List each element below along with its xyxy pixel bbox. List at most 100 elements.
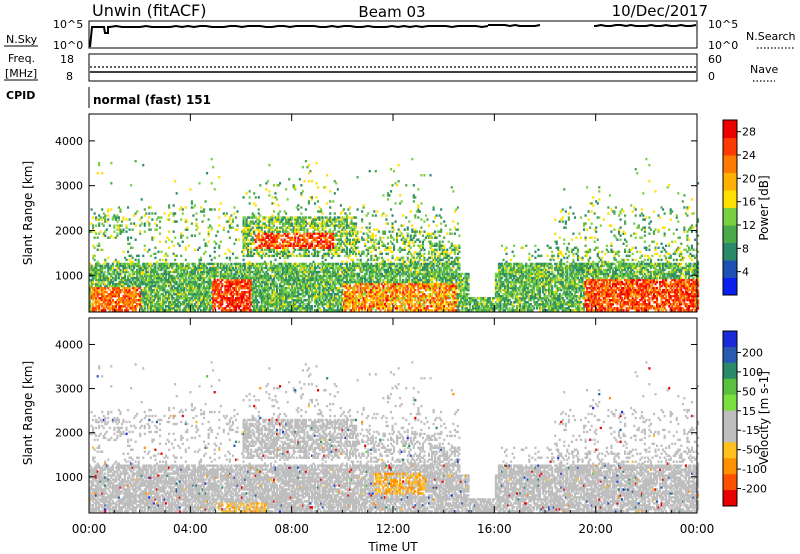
power-cell	[92, 216, 95, 219]
power-cell	[233, 206, 236, 209]
power-cell	[145, 296, 148, 300]
power-cell	[158, 216, 162, 219]
power-cell	[116, 220, 119, 223]
power-cell	[89, 272, 92, 276]
power-cell	[137, 260, 140, 264]
power-cell	[236, 305, 239, 308]
power-cell	[175, 220, 178, 223]
power-cell	[123, 262, 127, 266]
power-cell	[137, 284, 140, 288]
power-cell	[227, 268, 230, 272]
power-cell	[215, 262, 218, 266]
power-cell	[96, 260, 99, 264]
power-cell	[104, 296, 107, 300]
power-cell	[120, 262, 124, 266]
power-cell	[248, 196, 251, 199]
power-cell	[247, 282, 250, 286]
power-cell	[257, 268, 260, 272]
power-cell	[110, 284, 113, 288]
power-cell	[256, 307, 259, 310]
power-cell	[206, 299, 209, 302]
power-cell	[247, 242, 250, 245]
power-cell	[256, 284, 259, 288]
power-cell	[174, 303, 177, 306]
power-cell	[136, 288, 139, 292]
power-cell	[174, 180, 177, 183]
power-cell	[247, 264, 250, 268]
power-cell	[201, 296, 204, 300]
power-cell	[165, 301, 168, 304]
power-cell	[228, 280, 231, 284]
power-cell	[105, 305, 108, 308]
power-cell	[119, 305, 122, 308]
power-cell	[225, 294, 228, 298]
power-cell	[157, 250, 160, 254]
power-cell	[123, 301, 127, 304]
power-cell	[128, 284, 131, 288]
power-cell	[201, 301, 204, 304]
power-cell	[123, 270, 127, 274]
power-cell	[236, 282, 239, 286]
power-cell	[113, 224, 116, 227]
power-cell	[324, 258, 327, 262]
power-cell	[345, 246, 348, 250]
power-cell	[236, 294, 239, 298]
power-cell	[107, 294, 110, 298]
power-cell	[96, 299, 99, 302]
power-cell	[166, 282, 169, 286]
power-cell	[210, 292, 213, 296]
power-cell	[134, 212, 137, 215]
power-cell	[248, 234, 251, 237]
power-cell	[152, 307, 155, 310]
power-cell	[269, 236, 272, 239]
power-cell	[149, 254, 152, 258]
power-cell	[241, 284, 244, 288]
power-cell	[263, 282, 266, 286]
power-cell	[242, 307, 245, 310]
power-cell	[157, 301, 160, 304]
power-cell	[256, 288, 259, 292]
power-cell	[183, 278, 186, 282]
power-cell	[313, 202, 317, 205]
power-cell	[241, 264, 244, 268]
power-cell	[254, 282, 257, 286]
power-cell	[93, 270, 96, 274]
power-cell	[161, 294, 165, 298]
power-cell	[362, 204, 365, 207]
power-cell	[96, 272, 99, 276]
power-cell	[125, 301, 128, 304]
power-cell	[212, 288, 215, 292]
power-cell	[250, 232, 253, 235]
power-cell	[175, 276, 178, 280]
power-cell	[268, 309, 271, 312]
power-cell	[241, 266, 244, 270]
power-cell	[181, 288, 184, 292]
power-cell	[180, 234, 183, 237]
power-cell	[199, 294, 203, 298]
power-cell	[169, 278, 172, 282]
power-cell	[168, 296, 171, 300]
power-cell	[271, 280, 274, 284]
power-cell	[93, 286, 96, 290]
power-cell	[152, 278, 155, 282]
power-cell	[250, 270, 253, 274]
power-cell	[233, 242, 236, 245]
power-cell	[183, 309, 186, 312]
power-cell	[228, 236, 231, 239]
power-cell	[304, 159, 307, 163]
power-cell	[242, 234, 245, 237]
power-cell	[131, 286, 134, 290]
power-cell	[172, 268, 175, 272]
power-cell	[199, 258, 203, 262]
power-cell	[254, 292, 257, 296]
power-cell	[102, 216, 105, 219]
power-cell	[134, 280, 137, 284]
power-cell	[136, 284, 139, 288]
power-cell	[190, 268, 193, 272]
power-cell	[96, 172, 99, 175]
power-cell	[227, 220, 230, 223]
power-cell	[128, 290, 131, 294]
power-cell	[207, 234, 210, 237]
power-cell	[169, 294, 172, 298]
power-cell	[196, 296, 200, 300]
